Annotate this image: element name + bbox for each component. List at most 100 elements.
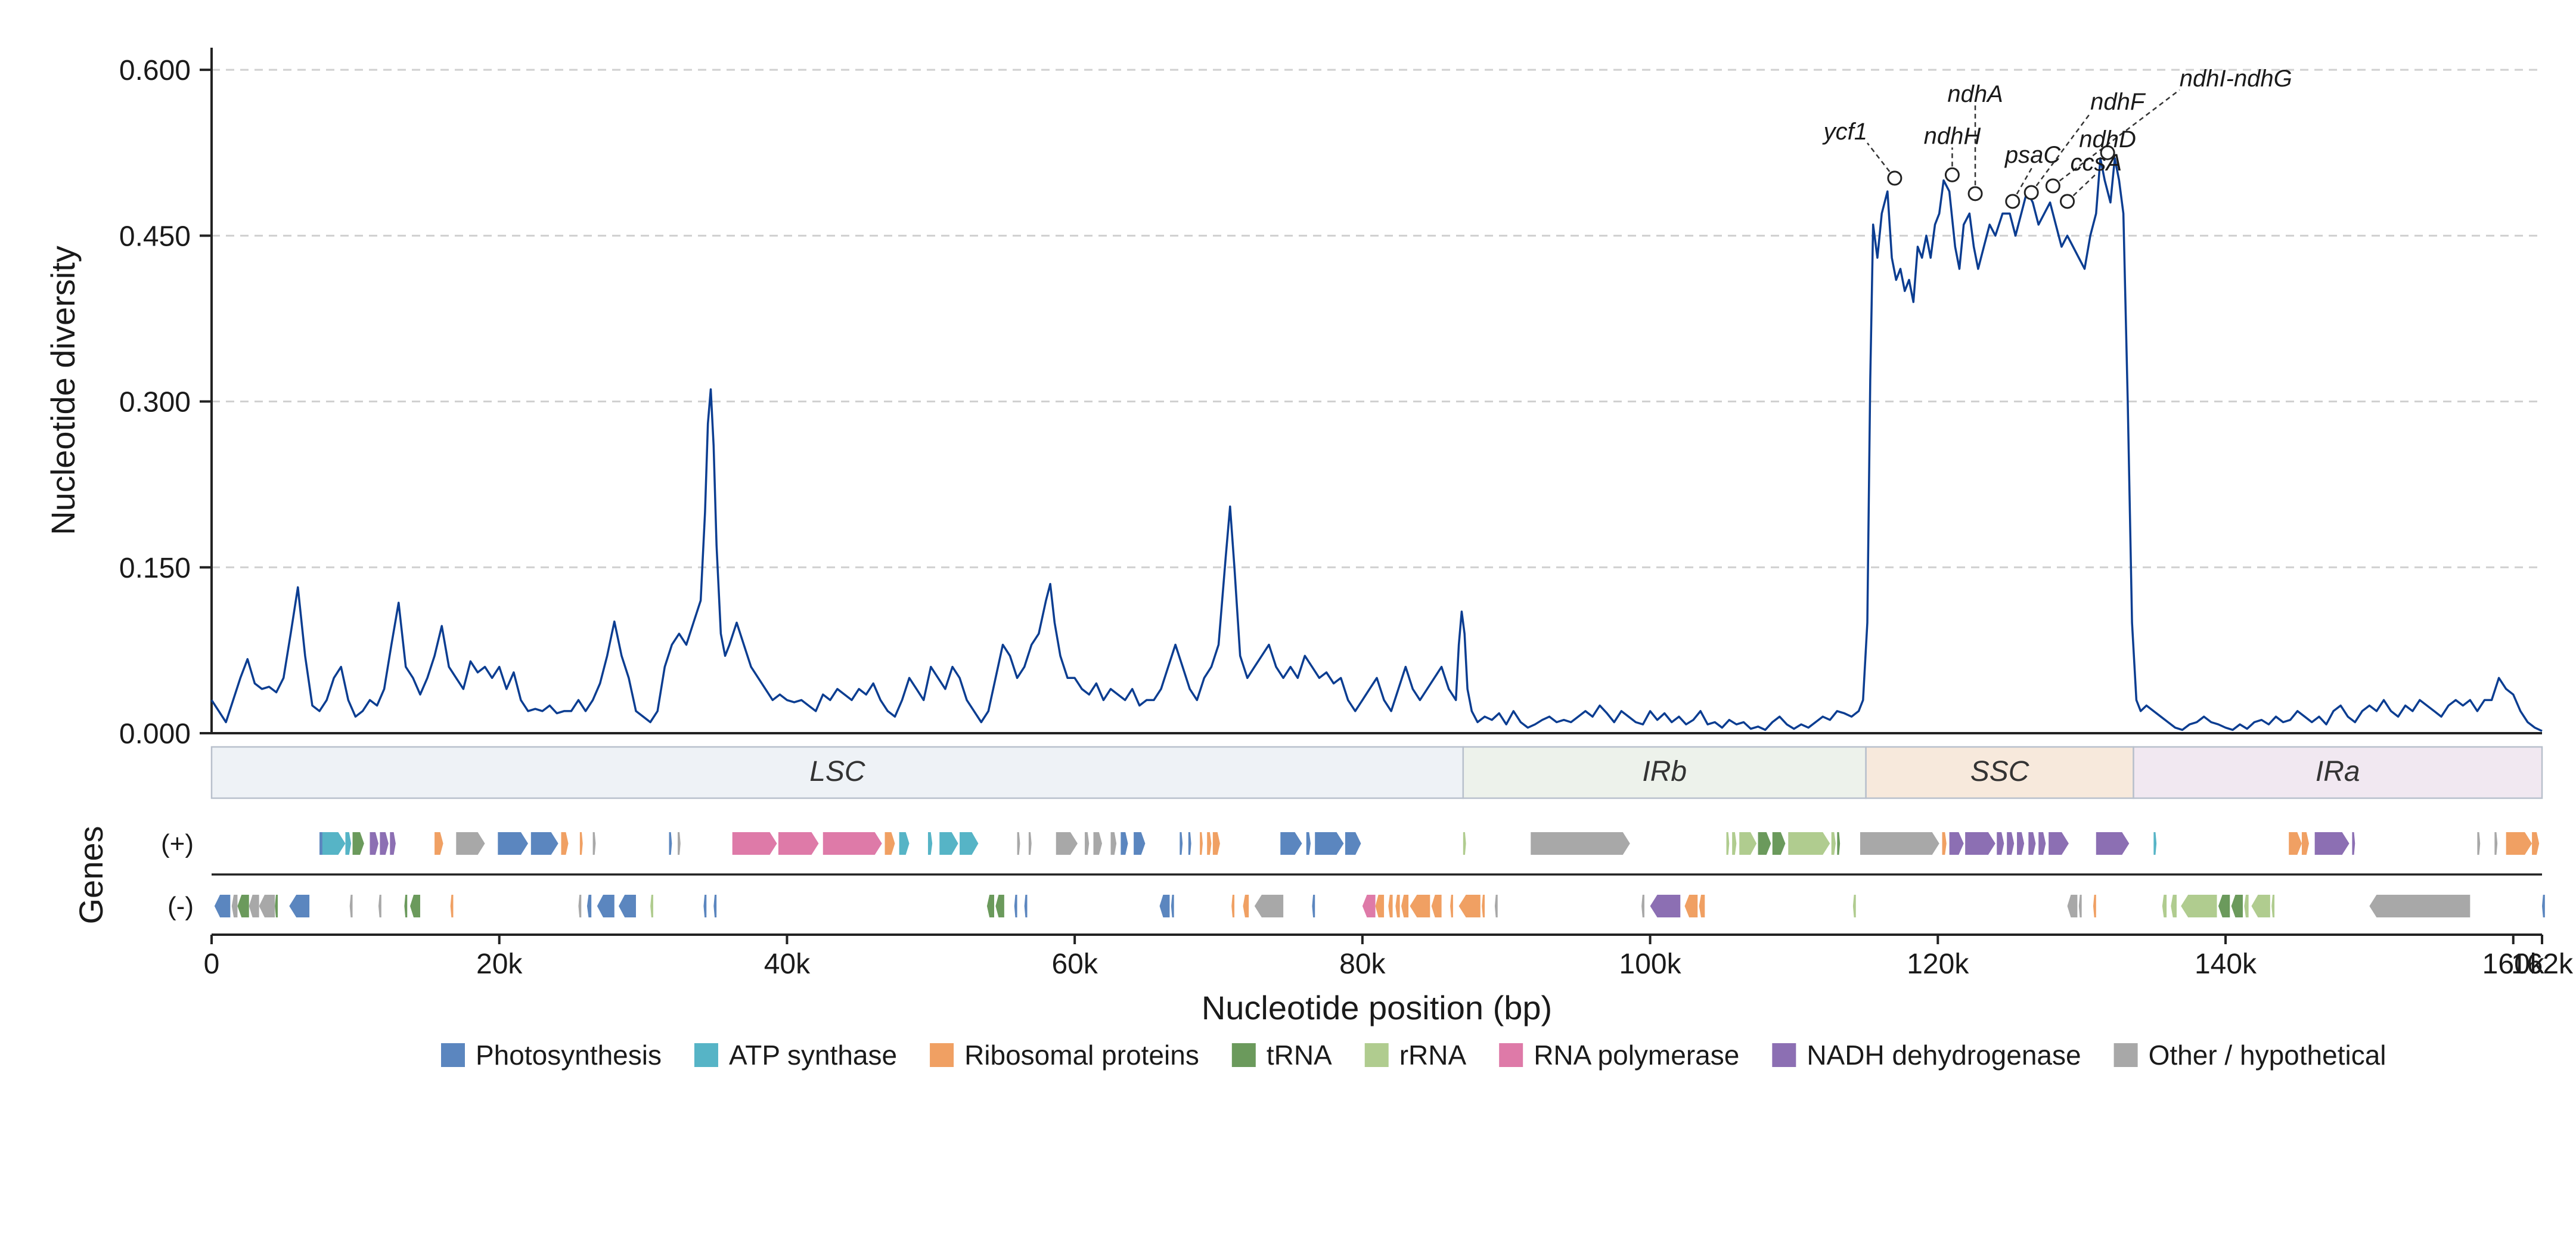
gene-feature [1110,832,1117,855]
diversity-line-plot [210,157,2543,732]
legend-item-ndh: NADH dehydrogenase [1772,1040,2081,1071]
gene-feature [1732,832,1737,855]
gene-feature [2171,895,2177,917]
gene-feature [2162,895,2167,917]
gene-feature [2314,832,2350,855]
gene-feature [2289,832,2302,855]
peak-marker [1944,167,1960,182]
region-label: LSC [809,756,865,787]
gene-feature [1375,895,1385,917]
gene-feature [2028,832,2036,855]
gene-feature [2301,832,2309,855]
strand-label: (-) [167,892,194,921]
gene-feature [669,832,672,855]
gene-feature [1014,895,1017,917]
region-ira [2133,746,2543,799]
peak-marker [2005,194,2021,209]
peak-label: ycf1 [1822,119,1867,145]
gene-feature [1315,832,1344,855]
gene-feature [2181,895,2217,917]
gene-feature [1017,832,1020,855]
gene-feature [2078,895,2082,917]
gene-feature [939,832,958,855]
legend-label: ATP synthase [729,1040,897,1071]
gene-feature [1837,832,1841,855]
peak-marker [2023,185,2039,200]
gene-feature [259,895,275,917]
gene-feature [410,895,420,917]
legend-item-trna: tRNA [1231,1040,1332,1071]
gene-feature [592,832,596,855]
gene-feature [1699,895,1705,917]
gene-feature [1056,832,1078,855]
gene-feature [2477,832,2481,855]
gene-feature [578,895,582,917]
gene-feature [2096,832,2130,855]
legend-item-other: Other / hypothetical [2113,1040,2386,1071]
gene-feature [2038,832,2046,855]
x-tick-label: 60k [1051,948,1098,980]
gene-feature [1450,895,1453,917]
x-tick-label: 20k [476,948,523,980]
gene-feature [322,832,346,855]
gene-feature [1207,832,1212,855]
x-tick-label: 140k [2195,948,2257,980]
gene-feature [586,895,592,917]
gene-feature [456,832,485,855]
gene-feature [1280,832,1302,855]
gene-feature [1345,832,1361,855]
gene-feature [2271,895,2275,917]
legend-label: Photosynthesis [476,1040,662,1071]
gene-feature [1388,895,1393,917]
gene-feature [390,832,396,855]
peak-marker [1967,186,1983,201]
axes: 0.000 0.150 0.300 0.450 0.600 [119,48,2542,750]
gene-feature [1949,832,1964,855]
strand-label: (+) [161,829,194,858]
y-axis-title: Nucleotide diversity [44,246,82,535]
y-tick-label: 0.450 [119,221,191,252]
gene-feature [2542,895,2545,917]
x-tick-label: 120k [1907,948,1969,980]
legend-swatch [441,1043,465,1067]
gene-feature [249,895,259,917]
region-label: SSC [1970,756,2029,787]
y-tick-label: 0.600 [119,55,191,86]
legend-swatch [1499,1043,1523,1067]
gene-feature [1121,832,1128,855]
gene-feature [1159,895,1170,917]
gene-feature [1458,895,1481,917]
gene-feature [1180,832,1183,855]
gene-feature [530,832,558,855]
gene-feature [349,895,353,917]
region-band: LSC IRb SSC IRa [210,746,2543,799]
genes-track-title: Genes [72,826,110,925]
legend-label: tRNA [1267,1040,1332,1071]
gene-feature [1531,832,1630,855]
gene-feature [1463,832,1466,855]
gene-feature [650,895,653,917]
gene-feature [1312,895,1315,917]
gene-feature [1200,832,1203,855]
gene-feature [1134,832,1146,855]
gene-feature [1243,895,1249,917]
gene-feature [899,832,910,855]
region-lsc [210,746,1464,799]
legend-swatch [1772,1043,1796,1067]
legend-item-photosyn: Photosynthesis [441,1040,662,1071]
gene-feature [1188,832,1191,855]
peak-label: ndhA [1947,81,2003,107]
gene-feature [289,895,310,917]
gene-feature [561,832,569,855]
region-irb [1462,746,1867,799]
gene-feature [404,895,408,917]
gene-feature [823,832,882,855]
gene-feature [1024,895,1028,917]
gene-feature [884,832,895,855]
gridlines [212,69,2542,569]
gene-feature [1650,895,1681,917]
gene-feature [986,895,994,917]
x-tick-label: 80k [1339,948,1386,980]
gene-feature [1093,832,1103,855]
